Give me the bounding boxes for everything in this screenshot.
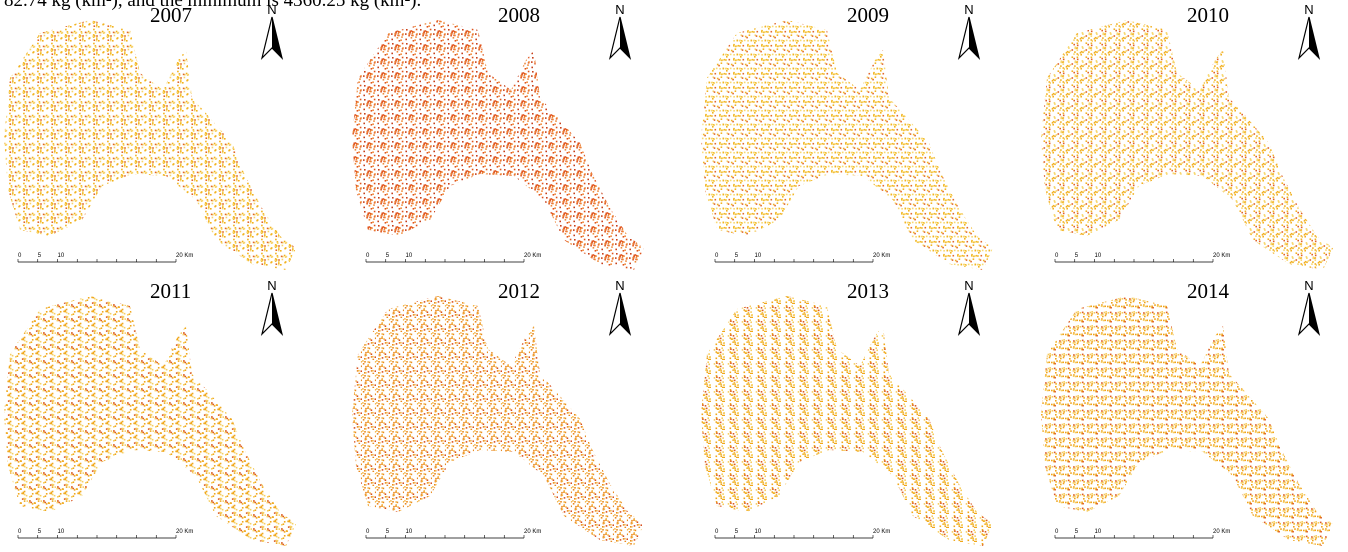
scale-label: 0 — [18, 253, 22, 259]
scale-label: 0 — [18, 529, 22, 535]
map-area — [352, 20, 644, 270]
map-area — [4, 296, 296, 546]
north-label: N — [1304, 278, 1313, 293]
scale-label: 20 Km — [524, 529, 541, 535]
scale-label: 5 — [386, 253, 390, 259]
scale-label: 10 — [406, 253, 413, 259]
scale-label: 0 — [1055, 253, 1059, 259]
scale-label: 5 — [1075, 529, 1079, 535]
scale-label: 5 — [735, 529, 739, 535]
north-label: N — [964, 2, 973, 17]
map-area — [1041, 296, 1333, 546]
north-label: N — [615, 278, 624, 293]
scale-label: 0 — [1055, 529, 1059, 535]
scale-label: 5 — [38, 253, 42, 259]
scale-label: 5 — [1075, 253, 1079, 259]
map-area — [701, 20, 993, 270]
map-area — [352, 296, 644, 546]
scale-label: 20 Km — [873, 529, 890, 535]
scale-label: 10 — [1095, 253, 1102, 259]
north-label: N — [267, 278, 276, 293]
scale-label: 5 — [38, 529, 42, 535]
scale-label: 5 — [735, 253, 739, 259]
scale-label: 20 Km — [1213, 529, 1230, 535]
scale-label: 0 — [715, 529, 719, 535]
map-panel: 2010 N 0 5 10 20 Km — [1041, 2, 1333, 270]
scale-label: 10 — [58, 529, 65, 535]
north-label: N — [964, 278, 973, 293]
scale-label: 0 — [715, 253, 719, 259]
caption-fragment: 82.74 kg (km²), and the minimum is 4360.… — [4, 0, 421, 11]
scale-label: 20 Km — [524, 253, 541, 259]
map-panel: 2007 N 0 5 10 20 Km — [4, 2, 296, 270]
year-label: 2013 — [847, 279, 889, 303]
map-panel: 2014 N 0 5 10 20 Km — [1041, 278, 1333, 546]
figure: 82.74 kg (km²), and the minimum is 4360.… — [0, 0, 1348, 552]
scale-label: 20 Km — [176, 529, 193, 535]
map-panel: 2012 N 0 5 10 20 Km — [352, 278, 644, 546]
year-label: 2008 — [498, 3, 540, 27]
map-panel: 2011 N 0 5 10 20 Km — [4, 278, 296, 546]
scale-label: 0 — [366, 253, 370, 259]
map-area — [4, 20, 296, 270]
map-panel: 2008 N 0 5 10 20 Km — [352, 2, 644, 270]
map-panel: 2013 N 0 5 10 20 Km — [701, 278, 993, 546]
north-label: N — [615, 2, 624, 17]
north-label: N — [267, 2, 276, 17]
year-label: 2009 — [847, 3, 889, 27]
year-label: 2014 — [1187, 279, 1230, 303]
scale-label: 10 — [755, 529, 762, 535]
year-label: 2010 — [1187, 3, 1229, 27]
scale-label: 20 Km — [1213, 253, 1230, 259]
scale-label: 10 — [406, 529, 413, 535]
scale-label: 20 Km — [176, 253, 193, 259]
scale-label: 10 — [58, 253, 65, 259]
scale-label: 0 — [366, 529, 370, 535]
year-label: 2012 — [498, 279, 540, 303]
map-area — [701, 296, 993, 546]
year-label: 2011 — [150, 279, 191, 303]
scale-label: 20 Km — [873, 253, 890, 259]
map-area — [1041, 20, 1333, 270]
map-panel: 2009 N 0 5 10 20 Km — [701, 2, 993, 270]
scale-label: 10 — [1095, 529, 1102, 535]
north-label: N — [1304, 2, 1313, 17]
scale-label: 5 — [386, 529, 390, 535]
scale-label: 10 — [755, 253, 762, 259]
year-label: 2007 — [150, 3, 192, 27]
